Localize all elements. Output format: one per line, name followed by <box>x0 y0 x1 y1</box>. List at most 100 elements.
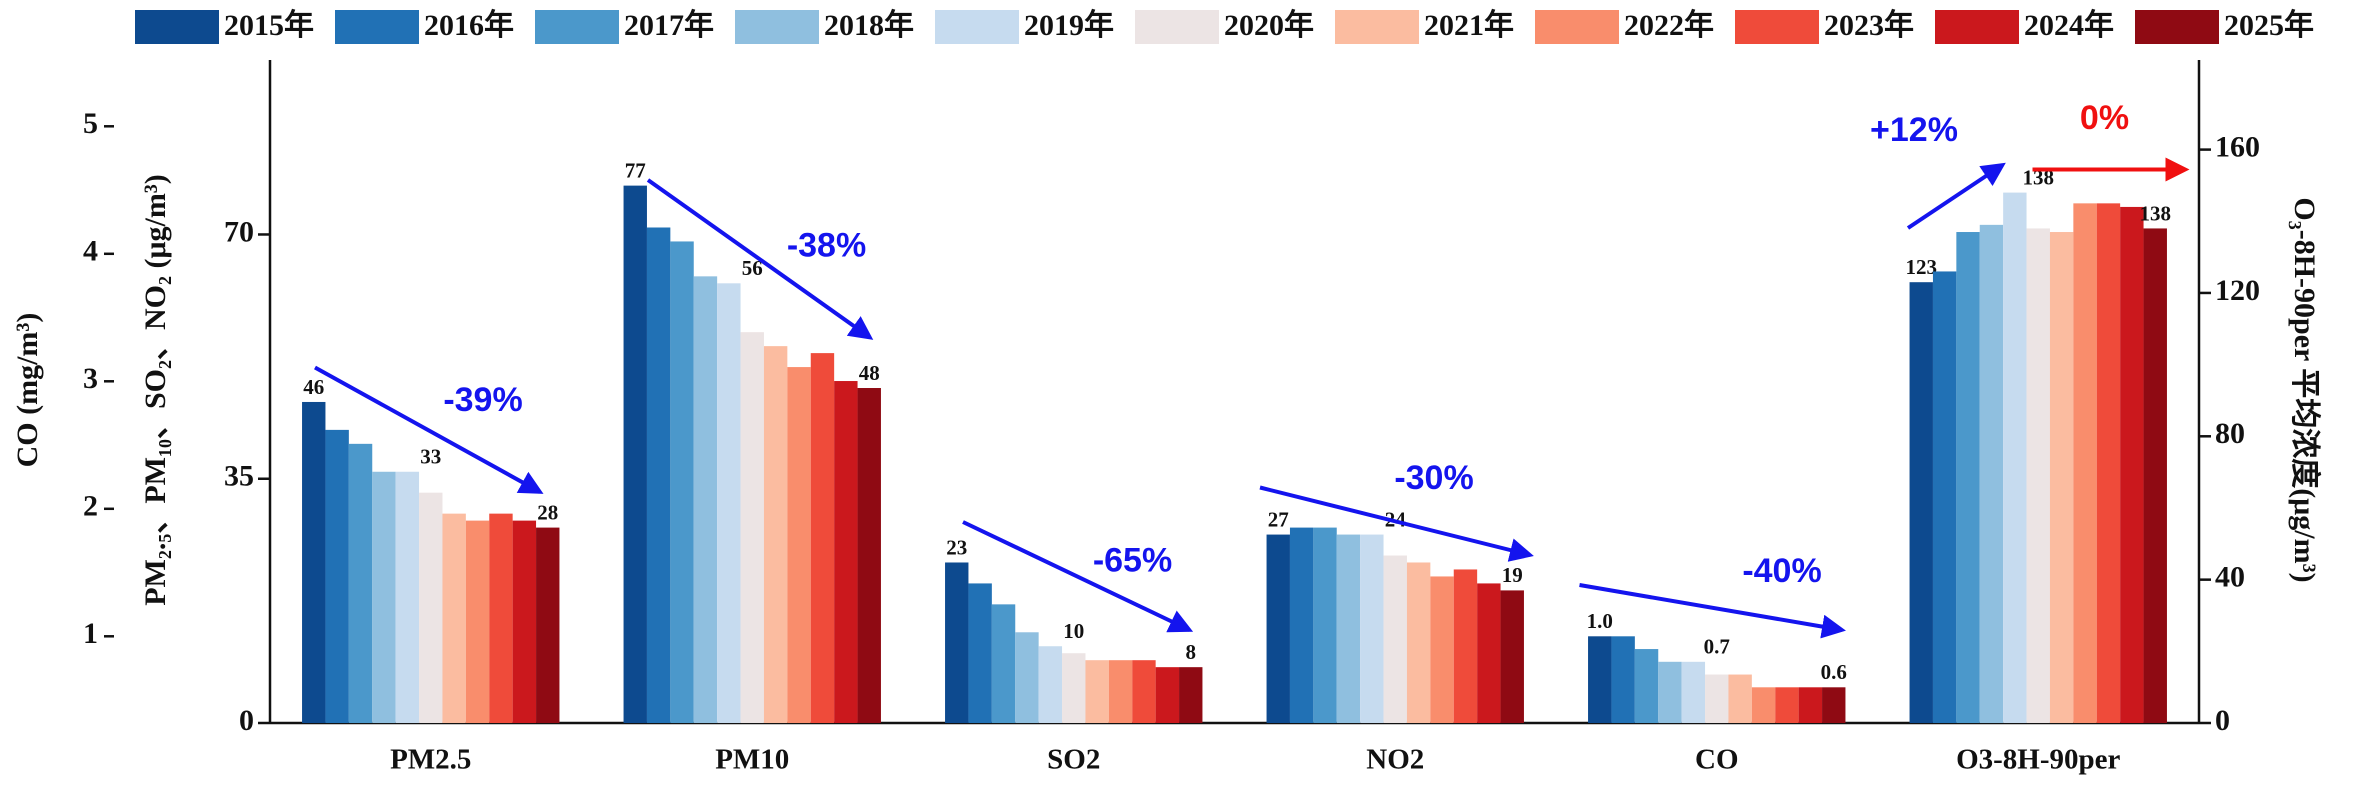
x-tick-label: PM2.5 <box>390 744 471 776</box>
x-tick-label: CO <box>1695 744 1739 776</box>
bar <box>1798 687 1823 723</box>
bar <box>1705 674 1729 723</box>
bar <box>1132 660 1156 723</box>
bar <box>442 513 466 723</box>
bar <box>1062 653 1086 723</box>
bar <box>945 562 969 723</box>
bar <box>2003 192 2027 724</box>
bar <box>1383 555 1407 723</box>
bar <box>1611 636 1635 723</box>
legend-swatch <box>2135 10 2219 44</box>
value-label: 1.0 <box>1587 609 1613 633</box>
bar <box>2026 228 2050 723</box>
value-label: 19 <box>1502 563 1523 587</box>
bar <box>1979 224 2004 723</box>
bar <box>2120 206 2144 724</box>
bar <box>787 367 811 723</box>
y-axis-title: PM₂.₅、PM₁₀、SO₂、NO₂ (μg/m³) <box>139 174 172 606</box>
legend-swatch <box>1535 10 1619 44</box>
bar <box>372 471 396 723</box>
bar <box>465 520 490 723</box>
legend-label: 2020年 <box>1224 9 1314 42</box>
trend-arrow <box>1906 162 2006 230</box>
legend-label: 2023年 <box>1824 9 1914 42</box>
y2-tick-label: 160 <box>2215 130 2260 163</box>
value-label: 0.6 <box>1821 660 1847 684</box>
bar <box>1956 232 1980 724</box>
value-label: 77 <box>625 158 646 182</box>
value-label: 10 <box>1063 619 1084 643</box>
bar <box>512 520 537 723</box>
y3-tick-label: 3 <box>83 362 98 395</box>
value-label: 33 <box>420 445 441 469</box>
bar <box>693 276 718 723</box>
legend-swatch <box>735 10 819 44</box>
y2-tick-label: 40 <box>2215 561 2245 594</box>
bar <box>325 429 349 723</box>
legend-label: 2025年 <box>2224 9 2314 42</box>
y2-tick-label: 0 <box>2215 704 2230 737</box>
bar <box>810 353 835 723</box>
bar <box>1179 667 1203 723</box>
x-tick-label: SO2 <box>1047 744 1100 776</box>
bar <box>991 604 1016 723</box>
bar <box>2049 232 2074 724</box>
bar <box>1932 271 1957 723</box>
bar <box>1430 576 1454 723</box>
bar <box>1108 660 1133 723</box>
legend-swatch <box>335 10 419 44</box>
bar <box>1681 661 1706 723</box>
bar <box>1313 527 1337 723</box>
bar <box>1477 583 1501 723</box>
bar <box>968 583 992 723</box>
legend-swatch <box>1135 10 1219 44</box>
bar <box>1588 636 1612 723</box>
y3-tick-label: 2 <box>83 490 98 523</box>
legend-label: 2017年 <box>624 9 714 42</box>
bar <box>717 283 741 723</box>
y2-tick-label: 80 <box>2215 417 2245 450</box>
annotation: -39% <box>443 381 522 419</box>
legend-swatch <box>1735 10 1819 44</box>
value-label: 27 <box>1268 507 1289 531</box>
bar <box>1822 687 1846 723</box>
y3-tick-label: 5 <box>83 107 98 140</box>
legend-swatch <box>1335 10 1419 44</box>
y3-tick-label: 4 <box>83 235 98 268</box>
bar <box>1155 667 1180 723</box>
legend-swatch <box>535 10 619 44</box>
y-tick-label: 0 <box>239 704 254 737</box>
bar <box>395 471 420 723</box>
bar <box>489 513 513 723</box>
x-tick-label: O3-8H-90per <box>1956 744 2120 776</box>
y-tick-label: 70 <box>224 215 254 248</box>
value-label: 0.7 <box>1704 635 1730 659</box>
bar <box>1336 534 1361 723</box>
bar <box>857 388 881 723</box>
bar <box>740 332 764 723</box>
value-label: 28 <box>537 500 558 524</box>
trend-arrow <box>314 365 544 494</box>
bar <box>623 185 647 724</box>
value-label: 48 <box>859 361 880 385</box>
bar <box>1453 569 1478 723</box>
legend-swatch <box>135 10 219 44</box>
bar <box>763 346 788 723</box>
y2-tick-label: 120 <box>2215 274 2260 307</box>
y2-axis-title: O₃-8H-90per 平均浓度(μg/m³) <box>2288 197 2321 582</box>
legend-label: 2018年 <box>824 9 914 42</box>
legend-label: 2021年 <box>1424 9 1514 42</box>
bar <box>1751 687 1776 723</box>
legend-label: 2024年 <box>2024 9 2114 42</box>
bar <box>1015 632 1039 723</box>
bar <box>1266 534 1290 723</box>
bar <box>1500 590 1524 723</box>
trend-arrow <box>1579 583 1846 639</box>
value-label: 23 <box>946 535 967 559</box>
y3-axis-title: CO (mg/m³) <box>11 313 44 468</box>
bar <box>1728 674 1752 723</box>
bar <box>302 401 326 723</box>
bar <box>646 227 671 723</box>
annotation: +12% <box>1870 111 1958 149</box>
